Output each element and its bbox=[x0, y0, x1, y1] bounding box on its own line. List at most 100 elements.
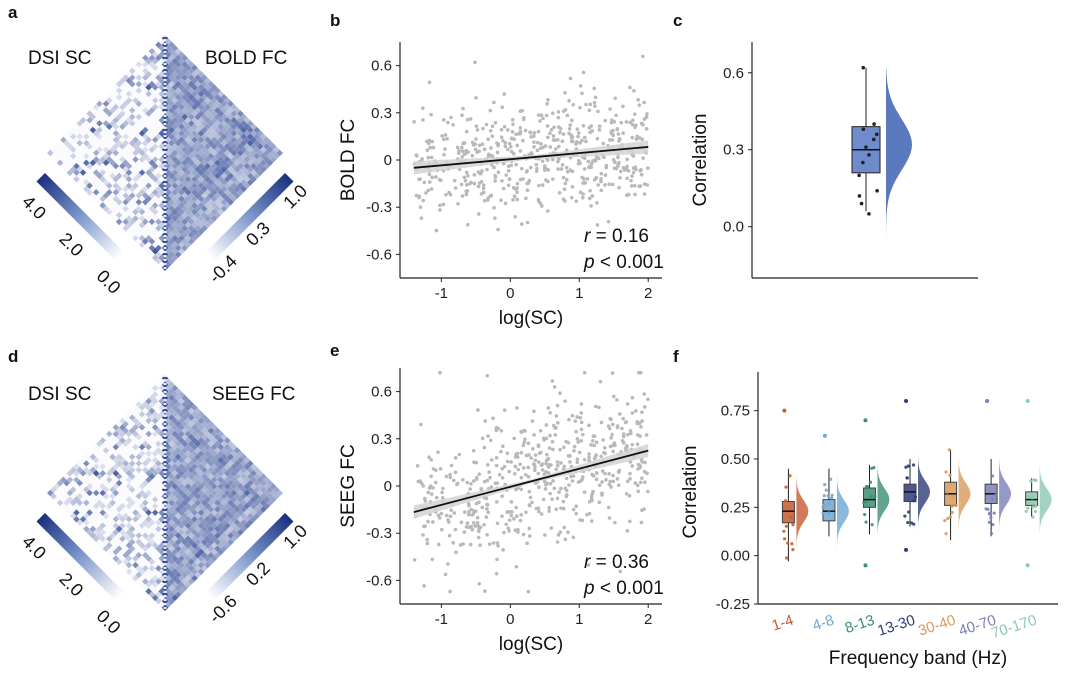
scatter-point bbox=[625, 479, 630, 484]
heatmap-cell bbox=[142, 552, 149, 559]
scatter-point bbox=[479, 192, 484, 196]
heatmap-cell bbox=[158, 568, 165, 575]
heatmap-cell bbox=[214, 466, 221, 474]
scatter-point bbox=[571, 474, 576, 478]
heatmap-cell bbox=[145, 110, 152, 117]
scatter-point bbox=[476, 408, 480, 412]
heatmap-cell bbox=[99, 202, 106, 209]
heatmap-cell bbox=[145, 515, 152, 523]
scatter-point bbox=[465, 189, 470, 193]
heatmap-cell bbox=[233, 153, 241, 160]
scatter-point bbox=[521, 532, 526, 537]
heatmap-cell bbox=[174, 67, 182, 75]
x-tick-label: 1 bbox=[575, 611, 583, 628]
scatter-point bbox=[555, 138, 560, 142]
heatmap-cell bbox=[128, 107, 136, 114]
heatmap-cell bbox=[220, 506, 228, 513]
heatmap-cell bbox=[184, 116, 192, 124]
heatmap-cell bbox=[194, 519, 202, 526]
scatter-point bbox=[564, 488, 569, 493]
heatmap-cell bbox=[210, 509, 218, 516]
heatmap-cell bbox=[69, 473, 77, 480]
data-point bbox=[783, 537, 787, 541]
scatter-point bbox=[506, 128, 510, 132]
heatmap-cell bbox=[197, 202, 205, 209]
scatter-point bbox=[595, 136, 600, 141]
scatter-point bbox=[599, 420, 604, 425]
heatmap-cell bbox=[145, 182, 152, 190]
heatmap-cell bbox=[201, 159, 208, 167]
heatmap-cell bbox=[207, 519, 215, 526]
heatmap-cell bbox=[128, 571, 136, 579]
colorbar-left-tick: 2.0 bbox=[55, 569, 87, 601]
scatter-point bbox=[616, 132, 621, 136]
scatter-point bbox=[540, 159, 545, 163]
heatmap-cell bbox=[155, 153, 162, 160]
box bbox=[862, 487, 876, 508]
heatmap-cell bbox=[122, 552, 129, 559]
heatmap-cell bbox=[191, 496, 198, 503]
x-tick-label: -1 bbox=[435, 611, 448, 628]
heatmap-cell bbox=[86, 509, 93, 516]
heatmap-cell bbox=[240, 113, 247, 121]
scatter-point bbox=[567, 98, 571, 103]
heatmap-cell bbox=[92, 116, 100, 124]
scatter-point bbox=[483, 589, 487, 593]
heatmap-cell bbox=[273, 493, 280, 500]
heatmap-cell bbox=[99, 162, 106, 170]
heatmap-cell bbox=[112, 542, 120, 549]
heatmap-cell bbox=[106, 202, 113, 209]
heatmap-cell bbox=[145, 548, 152, 556]
heatmap-cell bbox=[181, 584, 188, 592]
scatter-point bbox=[616, 483, 621, 487]
scatter-point bbox=[559, 167, 564, 171]
heatmap-cell bbox=[168, 257, 175, 265]
heatmap-cell bbox=[96, 166, 103, 173]
scatter-point bbox=[448, 192, 453, 197]
heatmap-cell bbox=[165, 548, 172, 556]
heatmap-cell bbox=[128, 420, 136, 428]
scatter-point bbox=[485, 478, 490, 483]
heatmap-cell bbox=[122, 107, 129, 114]
data-point bbox=[859, 201, 864, 206]
heatmap-cell bbox=[92, 156, 100, 163]
data-point bbox=[857, 173, 861, 178]
colorbar-left-tick: 4.0 bbox=[18, 531, 50, 563]
scatter-point bbox=[590, 438, 595, 443]
scatter-point bbox=[603, 471, 607, 476]
heatmap-cell bbox=[128, 159, 136, 167]
heatmap-cell bbox=[92, 195, 100, 203]
heatmap-cell bbox=[125, 483, 133, 490]
scatter-point bbox=[611, 133, 616, 138]
heatmap-cell bbox=[125, 535, 133, 543]
scatter-point bbox=[493, 175, 498, 179]
heatmap-cell bbox=[246, 466, 254, 474]
scatter-point bbox=[609, 417, 613, 422]
heatmap-cell bbox=[233, 479, 241, 487]
heatmap-cell bbox=[138, 116, 146, 124]
heatmap-cell bbox=[106, 175, 113, 183]
scatter-point bbox=[531, 462, 536, 466]
heatmap-cell bbox=[125, 555, 133, 562]
heatmap-cell bbox=[233, 159, 241, 167]
heatmap-cell bbox=[145, 51, 152, 58]
heatmap-cell bbox=[217, 535, 224, 543]
heatmap-cell bbox=[96, 172, 103, 180]
heatmap-cell bbox=[135, 80, 143, 88]
heatmap-cell bbox=[148, 159, 156, 167]
heatmap-cell bbox=[83, 126, 90, 134]
scatter-point bbox=[488, 128, 493, 133]
heatmap-cell bbox=[220, 107, 228, 114]
scatter-point bbox=[629, 431, 633, 436]
scatter-point bbox=[599, 188, 603, 193]
scatter-point bbox=[521, 443, 526, 448]
scatter-point bbox=[618, 169, 623, 174]
scatter-point bbox=[509, 149, 514, 154]
heatmap-cell bbox=[217, 522, 224, 530]
scatter-point bbox=[638, 168, 643, 173]
heatmap-cell bbox=[63, 506, 70, 513]
x-tick-label: 0 bbox=[506, 285, 514, 302]
heatmap-cell bbox=[148, 231, 156, 239]
heatmap-cell bbox=[243, 116, 251, 124]
y-tick-label: 0.6 bbox=[371, 58, 392, 75]
